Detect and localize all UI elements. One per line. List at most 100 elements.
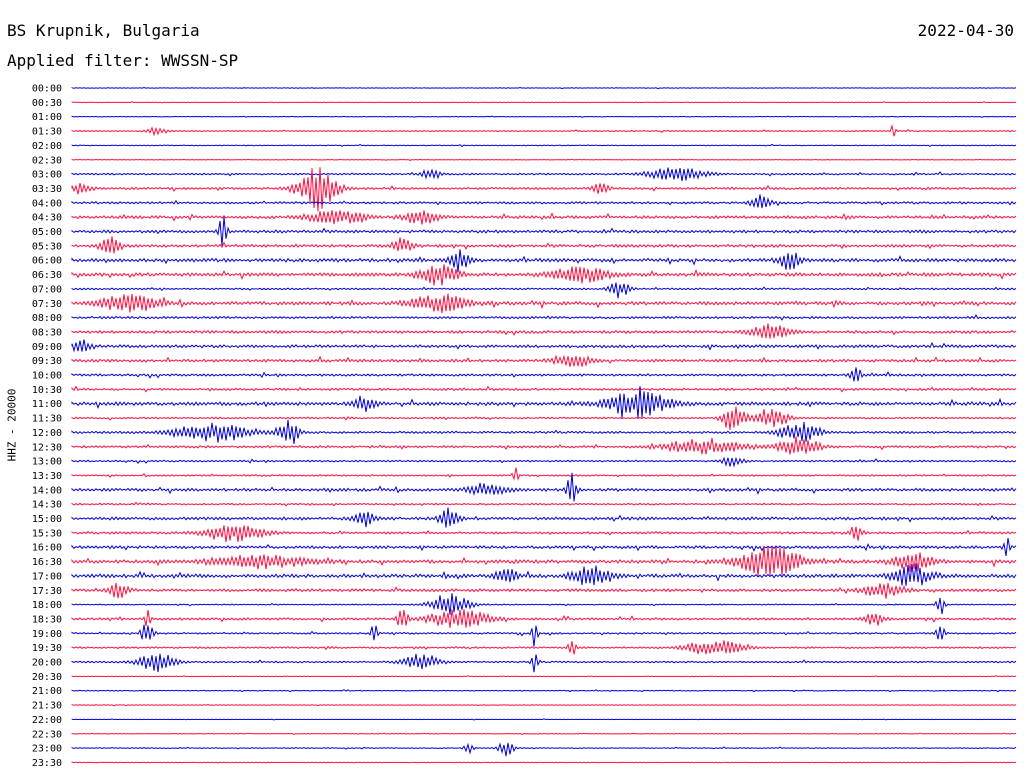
trace-line (71, 406, 1017, 430)
time-tick-label: 11:30 (32, 414, 62, 425)
trace-line (71, 689, 1017, 693)
time-tick-label: 23:30 (32, 758, 62, 769)
time-tick-label: 13:00 (32, 457, 62, 468)
time-tick-labels: 00:00 00:30 01:00 01:30 02:00 02:30 03:00 03:30… (32, 84, 62, 769)
trace-line (71, 563, 1017, 586)
trace-line (71, 732, 1017, 735)
trace-line (71, 472, 1017, 502)
time-tick-label: 22:30 (32, 729, 62, 740)
time-tick-label: 10:00 (32, 371, 62, 382)
trace-line (71, 210, 1017, 225)
trace-line (71, 582, 1017, 599)
time-tick-label: 04:30 (32, 213, 62, 224)
trace-line (71, 640, 1017, 655)
trace-line (71, 525, 1017, 543)
trace-line (71, 354, 1017, 368)
trace-line (71, 538, 1017, 556)
trace-line (71, 742, 1017, 757)
trace-line (71, 167, 1017, 212)
time-tick-label: 02:00 (32, 141, 62, 152)
trace-line (71, 314, 1017, 321)
trace-line (71, 385, 1017, 393)
time-tick-label: 07:30 (32, 299, 62, 310)
trace-line (71, 143, 1017, 148)
time-tick-label: 18:30 (32, 614, 62, 625)
time-tick-label: 22:00 (32, 715, 62, 726)
trace-line (71, 216, 1017, 246)
time-tick-label: 15:00 (32, 514, 62, 525)
time-tick-label: 21:00 (32, 686, 62, 697)
time-tick-label: 17:00 (32, 571, 62, 582)
trace-line (71, 323, 1017, 339)
time-tick-label: 08:00 (32, 313, 62, 324)
time-tick-label: 14:00 (32, 485, 62, 496)
trace-line (71, 194, 1017, 209)
trace-line (71, 115, 1017, 118)
trace-line (71, 158, 1017, 161)
time-tick-label: 12:00 (32, 428, 62, 439)
trace-line (71, 456, 1017, 468)
trace-line (71, 675, 1017, 678)
time-tick-label: 06:00 (32, 256, 62, 267)
time-tick-label: 03:00 (32, 170, 62, 181)
trace-line (71, 761, 1017, 764)
time-tick-label: 09:30 (32, 356, 62, 367)
date-label: 2022-04-30 (917, 21, 1014, 40)
trace-line (71, 653, 1017, 673)
trace-line (71, 624, 1017, 647)
trace-line (71, 718, 1017, 721)
trace-line (71, 386, 1017, 418)
trace-line (71, 86, 1017, 90)
time-tick-label: 01:30 (32, 127, 62, 138)
time-tick-label: 23:00 (32, 744, 62, 755)
time-tick-label: 02:30 (32, 155, 62, 166)
time-tick-label: 04:00 (32, 198, 62, 209)
trace-line (71, 249, 1017, 273)
trace-line (71, 593, 1017, 615)
time-tick-label: 01:00 (32, 112, 62, 123)
time-tick-label: 05:30 (32, 241, 62, 252)
time-tick-label: 19:30 (32, 643, 62, 654)
station-title: BS Krupnik, Bulgaria (7, 21, 200, 40)
seismogram-traces (71, 86, 1017, 764)
time-tick-label: 00:00 (32, 84, 62, 95)
time-tick-label: 09:00 (32, 342, 62, 353)
trace-line (71, 236, 1017, 254)
trace-line (71, 282, 1017, 299)
trace-line (71, 436, 1017, 455)
trace-line (71, 609, 1017, 628)
trace-line (71, 419, 1017, 444)
time-tick-label: 00:30 (32, 98, 62, 109)
trace-line (71, 123, 1017, 137)
time-tick-label: 20:30 (32, 672, 62, 683)
time-tick-label: 17:30 (32, 586, 62, 597)
trace-line (71, 501, 1017, 507)
time-tick-label: 15:30 (32, 528, 62, 539)
trace-line (71, 367, 1017, 382)
trace-line (71, 703, 1017, 707)
trace-line (71, 293, 1017, 314)
time-tick-label: 21:30 (32, 701, 62, 712)
trace-line (71, 339, 1017, 353)
time-tick-label: 14:30 (32, 500, 62, 511)
filter-label: Applied filter: WWSSN-SP (7, 51, 239, 70)
time-tick-label: 11:00 (32, 399, 62, 410)
trace-line (71, 507, 1017, 528)
trace-line (71, 545, 1017, 576)
time-tick-label: 12:30 (32, 442, 62, 453)
time-tick-label: 03:30 (32, 184, 62, 195)
time-tick-label: 16:30 (32, 557, 62, 568)
time-tick-label: 07:00 (32, 284, 62, 295)
time-tick-label: 18:00 (32, 600, 62, 611)
time-tick-label: 16:00 (32, 543, 62, 554)
time-tick-label: 13:30 (32, 471, 62, 482)
time-tick-label: 10:30 (32, 385, 62, 396)
trace-line (71, 467, 1017, 481)
trace-line (71, 167, 1017, 182)
time-tick-label: 06:30 (32, 270, 62, 281)
trace-line (71, 264, 1017, 286)
trace-line (71, 101, 1017, 104)
time-tick-label: 20:00 (32, 658, 62, 669)
time-tick-label: 05:00 (32, 227, 62, 238)
